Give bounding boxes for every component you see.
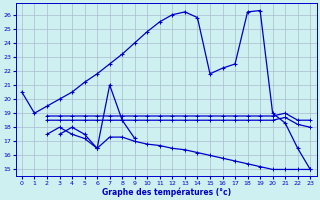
X-axis label: Graphe des températures (°c): Graphe des températures (°c) — [101, 187, 231, 197]
